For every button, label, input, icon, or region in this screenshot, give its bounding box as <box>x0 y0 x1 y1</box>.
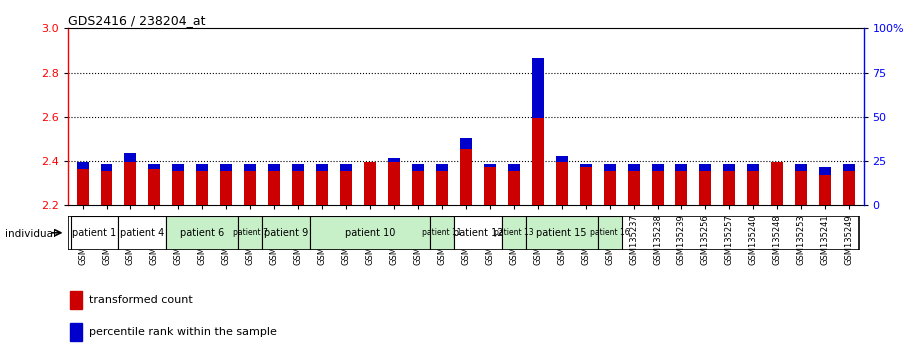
Bar <box>71 216 118 250</box>
Bar <box>412 171 424 205</box>
Text: patient 1: patient 1 <box>73 228 116 238</box>
Bar <box>238 216 262 250</box>
Bar <box>652 171 664 205</box>
Bar <box>555 155 568 162</box>
Bar <box>268 171 280 205</box>
Bar <box>844 171 855 205</box>
Bar <box>580 164 592 167</box>
Bar <box>747 171 759 205</box>
Bar <box>268 164 280 171</box>
Bar <box>245 171 256 205</box>
Bar <box>532 58 544 118</box>
Bar <box>555 155 568 205</box>
Bar <box>292 171 305 205</box>
Text: patient 9: patient 9 <box>264 228 308 238</box>
Bar <box>675 164 687 171</box>
Bar <box>76 162 88 169</box>
Text: transformed count: transformed count <box>88 295 193 305</box>
Bar <box>148 164 160 169</box>
Text: patient 4: patient 4 <box>120 228 165 238</box>
Bar <box>484 167 495 205</box>
Bar <box>220 164 233 171</box>
Bar <box>627 164 640 171</box>
Bar <box>364 162 376 205</box>
Bar <box>436 171 448 205</box>
Bar <box>460 138 472 205</box>
Bar <box>508 164 520 171</box>
Bar <box>262 216 310 250</box>
Text: patient 15: patient 15 <box>536 228 587 238</box>
Bar <box>70 291 82 309</box>
Bar <box>699 171 712 205</box>
Text: patient 13: patient 13 <box>494 228 534 237</box>
Bar <box>245 164 256 171</box>
Bar <box>627 171 640 205</box>
Bar <box>724 164 735 171</box>
Bar <box>525 216 597 250</box>
Text: patient 12: patient 12 <box>453 228 503 238</box>
Bar <box>388 158 400 205</box>
Text: percentile rank within the sample: percentile rank within the sample <box>88 327 276 337</box>
Bar <box>795 171 807 205</box>
Text: patient 16: patient 16 <box>590 228 629 237</box>
Bar <box>652 164 664 171</box>
Bar <box>70 323 82 341</box>
Bar <box>747 164 759 171</box>
Bar <box>532 58 544 205</box>
Bar <box>795 164 807 171</box>
Bar <box>436 164 448 171</box>
Bar <box>340 164 352 171</box>
Text: patient 6: patient 6 <box>180 228 225 238</box>
Bar <box>101 164 113 171</box>
Bar <box>76 169 88 205</box>
Text: patient 11: patient 11 <box>422 228 462 237</box>
Bar <box>220 171 233 205</box>
Bar <box>844 164 855 171</box>
Bar <box>675 171 687 205</box>
Bar <box>196 164 208 171</box>
Text: patient 10: patient 10 <box>345 228 395 238</box>
Text: GDS2416 / 238204_at: GDS2416 / 238204_at <box>68 14 205 27</box>
Bar <box>316 164 328 171</box>
Bar <box>148 169 160 205</box>
Bar <box>604 164 615 171</box>
Bar <box>597 216 622 250</box>
Bar <box>508 171 520 205</box>
Bar <box>173 171 185 205</box>
Bar <box>699 164 712 171</box>
Bar <box>454 216 502 250</box>
Bar <box>316 171 328 205</box>
Bar <box>125 153 136 205</box>
Bar <box>196 171 208 205</box>
Bar <box>724 171 735 205</box>
Bar <box>340 171 352 205</box>
Bar <box>118 216 166 250</box>
Text: individual: individual <box>5 229 55 239</box>
Bar <box>412 164 424 171</box>
Bar <box>460 138 472 149</box>
Bar <box>166 216 238 250</box>
Bar <box>502 216 525 250</box>
Bar <box>388 158 400 162</box>
Bar <box>819 176 831 205</box>
Bar <box>101 171 113 205</box>
Bar <box>772 162 784 205</box>
Bar <box>580 167 592 205</box>
Bar <box>604 171 615 205</box>
Bar <box>819 167 831 176</box>
Bar <box>430 216 454 250</box>
Bar <box>173 164 185 171</box>
Bar <box>292 164 305 171</box>
Bar <box>125 153 136 162</box>
Text: patient 7: patient 7 <box>233 228 267 237</box>
Bar <box>310 216 430 250</box>
Bar <box>484 164 495 167</box>
